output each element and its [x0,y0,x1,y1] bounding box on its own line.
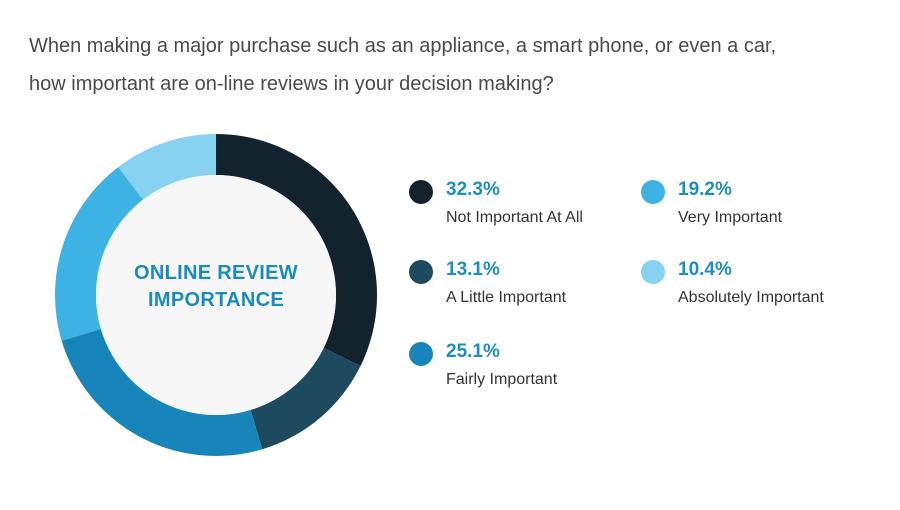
survey-question-line-1: When making a major purchase such as an … [29,35,777,57]
legend-swatch [409,260,433,284]
legend-value: 10.4% [678,259,732,280]
legend-label: Not Important At All [446,209,583,226]
donut-slice-not-important-at-all [216,134,377,366]
survey-question: When making a major purchase such as an … [29,27,879,103]
chart-center-title: ONLINE REVIEW IMPORTANCE [96,260,336,314]
legend-label: Absolutely Important [678,289,824,306]
chart-center-title-line-1: ONLINE REVIEW [134,262,298,284]
donut-center [96,175,336,415]
legend-label: Very Important [678,209,783,226]
legend-swatch [409,180,433,204]
legend-label: A Little Important [446,289,567,306]
chart-center-title-line-2: IMPORTANCE [148,289,284,311]
donut-slice-fairly-important [61,328,263,456]
legend-item-a-little-important: 13.1% A Little Important [409,258,629,318]
legend-value: 19.2% [678,179,732,200]
legend-item-absolutely-important: 10.4% Absolutely Important [641,258,861,318]
survey-question-line-2: how important are on-line reviews in you… [29,73,554,95]
legend-item-fairly-important: 25.1% Fairly Important [409,340,629,400]
donut-slice-absolutely-important [118,134,216,200]
legend-value: 32.3% [446,179,500,200]
legend-swatch [641,180,665,204]
legend-value: 13.1% [446,259,500,280]
legend-item-not-important-at-all: 32.3% Not Important At All [409,178,629,238]
legend-value: 25.1% [446,341,500,362]
legend-item-very-important: 19.2% Very Important [641,178,861,238]
legend-swatch [641,260,665,284]
donut-slice-very-important [55,167,144,341]
donut-slice-a-little-important [250,347,361,450]
legend-label: Fairly Important [446,371,558,388]
legend-swatch [409,342,433,366]
